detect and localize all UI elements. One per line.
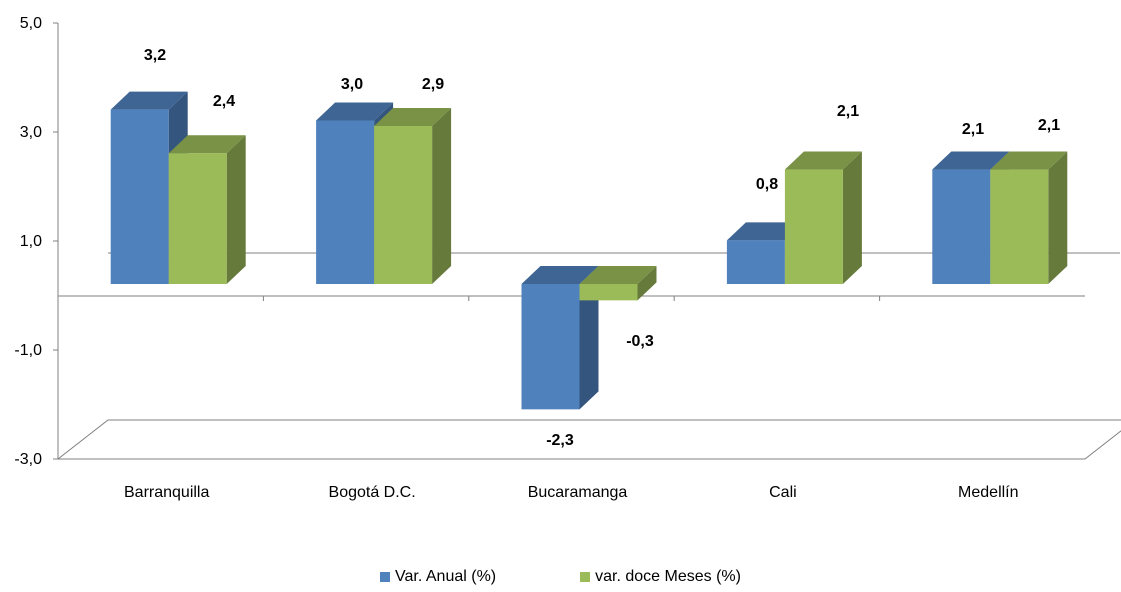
bar-side [637,266,657,301]
legend: Var. Anual (%) var. doce Meses (%) [0,566,1121,588]
y-tick-label: -3,0 [14,451,42,468]
bar-top [932,151,1010,170]
bar-side [1048,151,1068,284]
x-tick-label: Barranquilla [124,484,209,501]
y-tick-label: 1,0 [20,233,42,250]
data-label: 2,1 [1038,117,1060,134]
legend-item-series-1: Var. Anual (%) [380,566,496,588]
bar-side [579,266,599,410]
bar-top [110,91,188,110]
legend-label-series-2: var. doce Meses (%) [595,568,741,585]
data-label: 2,1 [837,103,859,120]
bar-top [316,102,394,121]
bar [374,125,433,284]
bars [110,91,1068,410]
bar [990,169,1049,284]
data-label: -2,3 [546,432,574,449]
bar [726,240,785,284]
data-label: 2,9 [422,76,444,93]
bar [932,169,991,284]
bar [784,169,843,284]
bar-side [226,135,246,284]
data-label: 2,4 [213,93,235,110]
axes: 5,0 3,0 1,0 -1,0 -3,0 Barranquilla Bogotá D.C.… [14,15,1121,501]
x-tick-label: Bogotá D.C. [329,484,416,501]
legend-label-series-1: Var. Anual (%) [395,568,497,585]
bar-top [168,135,246,154]
bar-top [521,266,599,284]
chart-floor [56,419,1121,460]
x-tick-label: Bucaramanga [528,484,628,501]
bar-top [726,222,804,241]
bar-top [579,266,657,284]
legend-item-series-2: var. doce Meses (%) [580,566,741,588]
data-label: 2,1 [962,121,984,138]
bar [521,284,580,410]
data-label: 3,2 [144,47,166,64]
bar-side [432,107,452,284]
bar [579,284,638,301]
data-label: 0,8 [756,176,778,193]
legend-swatch-series-1 [380,572,391,582]
legend-swatch-series-2 [580,572,591,582]
bar-top [990,151,1068,170]
bar [316,120,375,284]
data-labels: 3,2 2,4 3,0 2,9 -2,3 -0,3 0,8 2,1 2,1 2,1 [144,47,1060,449]
bar-top [374,107,452,126]
y-tick-label: -1,0 [14,342,42,359]
y-tick-label: 5,0 [20,15,42,32]
bar-top [784,151,862,170]
bar-side [842,151,862,284]
x-tick-label: Cali [769,484,797,501]
data-label: 3,0 [341,76,363,93]
bar [168,153,227,284]
y-tick-label: 3,0 [20,124,42,141]
bar [110,109,169,284]
x-tick-label: Medellín [958,484,1018,501]
data-label: -0,3 [626,333,654,350]
